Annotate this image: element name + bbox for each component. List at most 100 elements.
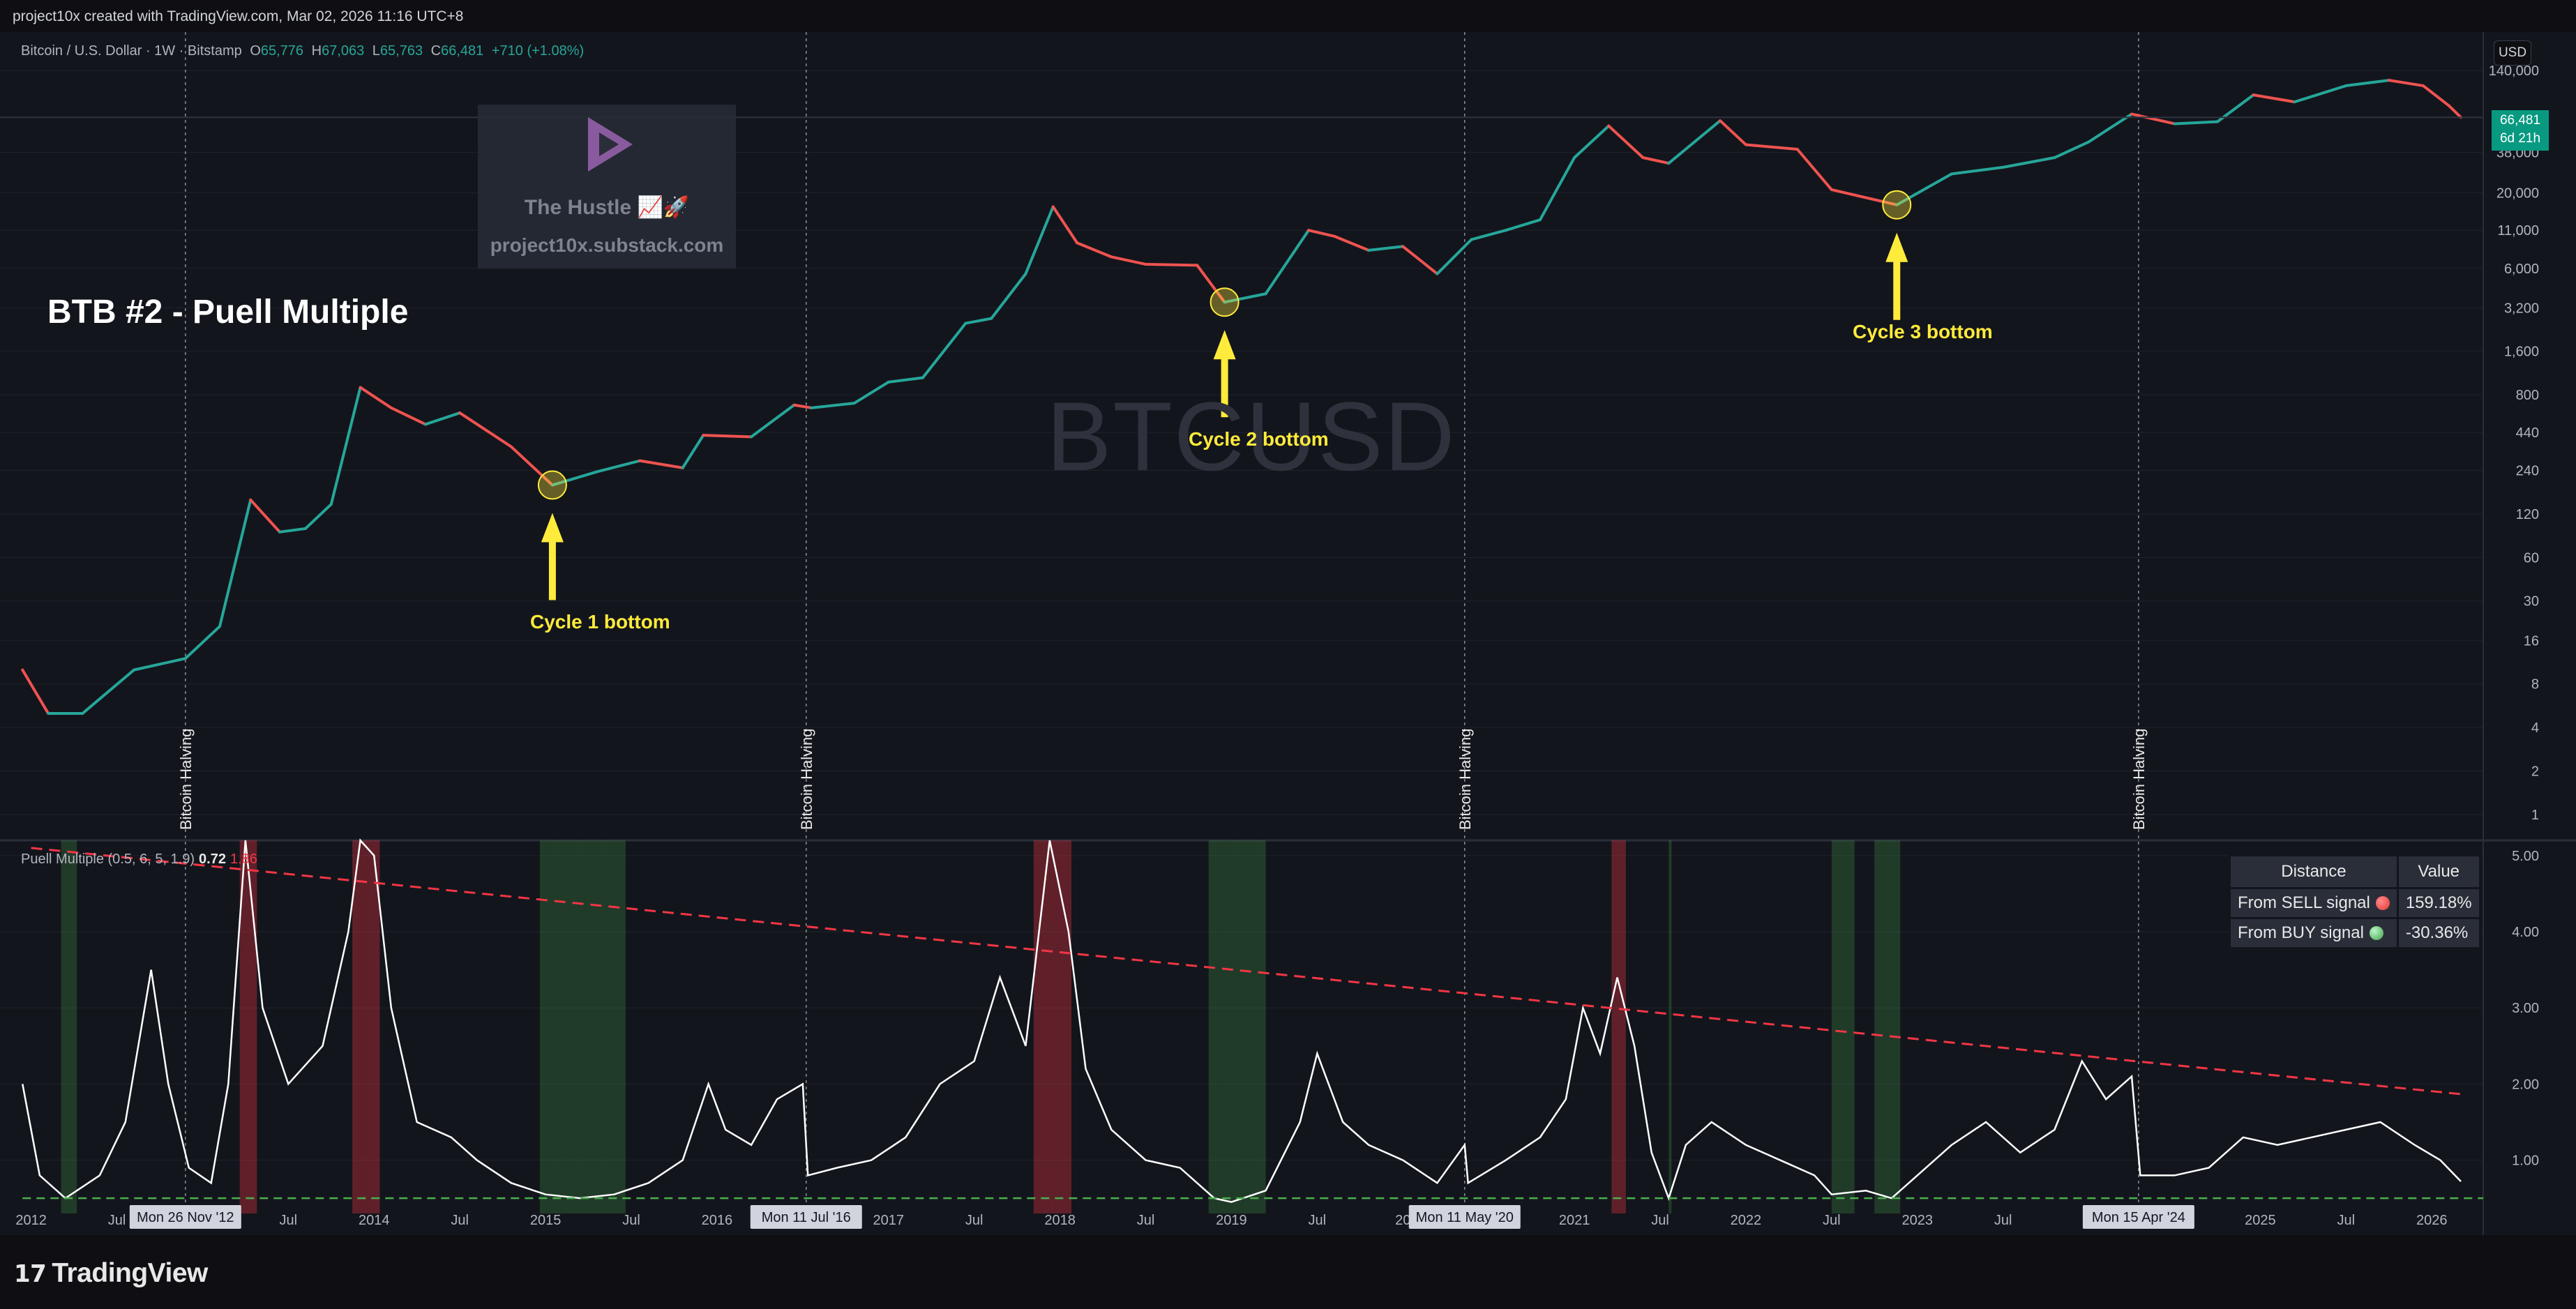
price-segment (1538, 156, 1576, 222)
buy-band (585, 840, 592, 1213)
price-segment (249, 498, 282, 534)
price-segment (1795, 147, 1833, 191)
symbol-info: Bitcoin / U.S. Dollar · 1W · Bitstamp O6… (21, 43, 585, 59)
time-tick-label: Jul (1137, 1213, 1155, 1228)
puell-tick-label: 2.00 (2512, 1077, 2539, 1092)
puell-axis: 1.00 2.00 3.00 4.00 5.00 (2512, 849, 2539, 1169)
buy-band (1260, 840, 1266, 1213)
price-segment (1307, 229, 1336, 238)
sell-band (254, 840, 257, 1213)
price-segment (2447, 104, 2463, 119)
signal-table: Distance Value From SELL signal 159.18% … (2229, 854, 2481, 949)
buy-band (1242, 840, 1249, 1213)
price-tick-label: 11,000 (2497, 223, 2539, 239)
sell-band (367, 840, 370, 1213)
price-segment (2053, 140, 2091, 160)
time-tick-label: 2018 (1044, 1213, 1076, 1228)
puell-tick-label: 3.00 (2512, 1001, 2539, 1016)
bottom-bar (0, 1235, 2576, 1309)
buy-band (70, 840, 77, 1213)
bottom-markers (537, 190, 1912, 500)
sell-band (358, 840, 361, 1213)
price-segment (921, 321, 967, 379)
price-segment (1367, 245, 1405, 252)
buy-band (65, 840, 71, 1213)
up-arrow-icon (1885, 232, 1908, 320)
buy-band (1837, 840, 1844, 1213)
chart-canvas[interactable]: 1 2 4 8 16 30 60 120 240 440 800 1,600 3,200 6,000 11,… (0, 32, 2576, 1235)
price-segment (2173, 120, 2219, 126)
price-tick-label: 8 (2531, 677, 2539, 693)
buy-band (619, 840, 626, 1213)
sell-band (1614, 840, 1618, 1213)
price-segment (183, 625, 221, 660)
price-segment (2252, 93, 2296, 104)
price-segment (1110, 255, 1147, 266)
price-tick-label: 20,000 (2496, 186, 2539, 201)
price-segment (990, 272, 1027, 320)
high-value: 67,063 (322, 43, 365, 59)
buy-band (539, 840, 546, 1213)
halving-date-label: Mon 11 Jul '16 (762, 1210, 851, 1225)
sell-band (374, 840, 377, 1213)
close-value: 66,481 (441, 43, 484, 59)
price-segment (1401, 245, 1439, 275)
buy-band (545, 840, 552, 1213)
price-segment (1076, 241, 1113, 259)
price-segment (1024, 205, 1055, 275)
price-tick-label: 140,000 (2489, 63, 2539, 79)
indicator-name: Puell Multiple (0.5, 6, 5, 1.9) (21, 852, 195, 867)
tradingview-logo[interactable]: 𝟭𝟳 TradingView (14, 1258, 208, 1288)
halving-lines (185, 32, 2139, 1217)
table-cell-label: From BUY signal (2229, 917, 2399, 949)
sell-band (365, 840, 368, 1213)
time-tick-label: 2012 (15, 1213, 47, 1228)
sell-band (1053, 840, 1056, 1213)
price-segment (1641, 156, 1671, 165)
table-cell-value: 159.18% (2396, 887, 2481, 919)
buy-band (1896, 840, 1901, 1213)
red-status-icon (2375, 896, 2390, 910)
time-tick-label: Jul (965, 1213, 984, 1228)
time-tick-label: Jul (622, 1213, 640, 1228)
price-segment (1264, 229, 1311, 296)
price-tick-label: 60 (2524, 550, 2539, 566)
indicator-value: 0.72 (199, 852, 226, 867)
buy-band (1831, 840, 1838, 1213)
sell-band (239, 840, 243, 1213)
credit-text: project10x created with TradingView.com,… (13, 8, 464, 24)
buy-band (1669, 840, 1672, 1213)
price-segment (303, 503, 333, 530)
buy-band (608, 840, 615, 1213)
price-segment (2387, 79, 2425, 87)
symbol-watermark: BTCUSD (1046, 381, 1456, 491)
bar-countdown: 6d 21h (2499, 131, 2541, 146)
buy-band (1231, 840, 1237, 1213)
price-tick-label: 1,600 (2504, 345, 2539, 360)
time-tick-label: 2019 (1216, 1213, 1247, 1228)
buy-band (1874, 840, 1879, 1213)
currency-button[interactable]: USD (2494, 40, 2531, 66)
buy-band (1891, 840, 1897, 1213)
sell-band (245, 840, 248, 1213)
puell-tick-label: 1.00 (2512, 1153, 2539, 1169)
signal-bands (61, 840, 1901, 1213)
last-price: 66,481 (2499, 113, 2541, 128)
price-segment (681, 434, 705, 469)
tradingview-logo-icon: 𝟭𝟳 (14, 1261, 47, 1287)
price-segment (133, 657, 187, 672)
time-tick-label: 20 (1395, 1213, 1410, 1228)
price-segment (81, 668, 136, 716)
up-arrow-icon (1213, 330, 1236, 418)
sell-trend-line (31, 847, 2466, 1096)
price-tick-label: 3,200 (2504, 301, 2539, 316)
halving-labels: Bitcoin Halving Bitcoin Halving Bitcoin Ha… (177, 728, 2148, 830)
open-value: 65,776 (260, 43, 304, 59)
sell-band (1046, 840, 1050, 1213)
buy-band (551, 840, 557, 1213)
time-tick-label: Jul (1823, 1213, 1841, 1228)
sell-band (1617, 840, 1620, 1213)
price-tick-label: 120 (2516, 507, 2539, 522)
sell-band (356, 840, 359, 1213)
grid-lines (0, 32, 2576, 1235)
